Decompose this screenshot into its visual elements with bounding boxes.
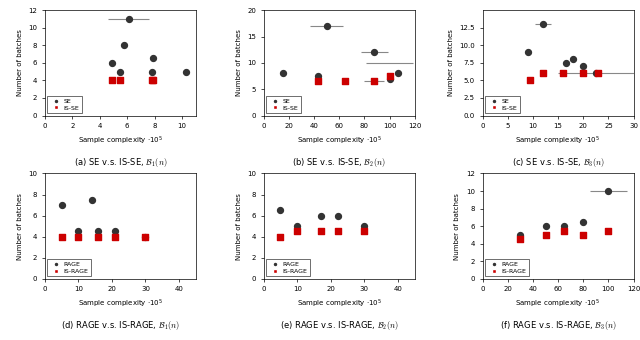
Point [578, 219, 588, 224]
Point [540, 232, 550, 238]
Legend: RAGE, IS-RAGE: RAGE, IS-RAGE [485, 259, 529, 276]
Point [538, 71, 548, 76]
Point [561, 60, 571, 66]
Point [148, 78, 158, 83]
Y-axis label: Number of batches: Number of batches [448, 30, 454, 96]
Point [73, 234, 83, 239]
Point [147, 78, 157, 83]
Text: (d) RAGE v.s. IS-RAGE, $\mathcal{B}_1(n)$: (d) RAGE v.s. IS-RAGE, $\mathcal{B}_1(n)… [61, 319, 180, 332]
Point [385, 76, 395, 81]
Point [359, 223, 369, 229]
Point [292, 223, 302, 229]
Legend: SE, IS-SE: SE, IS-SE [47, 96, 82, 113]
Point [525, 78, 536, 83]
Point [110, 229, 120, 234]
Point [558, 71, 568, 76]
Point [359, 229, 369, 234]
Point [321, 23, 332, 29]
Point [559, 228, 570, 233]
Point [515, 237, 525, 242]
Point [56, 202, 67, 208]
Point [93, 229, 104, 234]
Point [119, 42, 129, 48]
Point [86, 197, 97, 203]
X-axis label: Sample complexity $\cdot 10^5$: Sample complexity $\cdot 10^5$ [296, 298, 382, 310]
Point [93, 234, 104, 239]
Text: (f) RAGE v.s. IS-RAGE, $\mathcal{B}_3(n)$: (f) RAGE v.s. IS-RAGE, $\mathcal{B}_3(n)… [500, 319, 616, 332]
Point [148, 56, 158, 61]
Point [540, 223, 550, 229]
Point [124, 16, 134, 22]
X-axis label: Sample complexity $\cdot 10^5$: Sample complexity $\cdot 10^5$ [515, 298, 601, 310]
Point [110, 234, 120, 239]
Point [140, 234, 150, 239]
Point [316, 229, 326, 234]
Point [278, 71, 288, 76]
Point [578, 232, 588, 238]
Point [332, 229, 342, 234]
Text: (a) SE v.s. IS-SE, $\mathcal{B}_1(n)$: (a) SE v.s. IS-SE, $\mathcal{B}_1(n)$ [74, 156, 167, 169]
Point [591, 71, 601, 76]
Legend: SE, IS-SE: SE, IS-SE [266, 96, 301, 113]
Point [140, 234, 150, 239]
Point [313, 79, 323, 84]
Point [115, 69, 125, 74]
Point [73, 229, 83, 234]
Text: (c) SE v.s. IS-SE, $\mathcal{B}_3(n)$: (c) SE v.s. IS-SE, $\mathcal{B}_3(n)$ [511, 156, 605, 169]
Text: (b) SE v.s. IS-SE, $\mathcal{B}_2(n)$: (b) SE v.s. IS-SE, $\mathcal{B}_2(n)$ [292, 156, 386, 169]
X-axis label: Sample complexity $\cdot 10^5$: Sample complexity $\cdot 10^5$ [515, 135, 601, 147]
X-axis label: Sample complexity $\cdot 10^5$: Sample complexity $\cdot 10^5$ [77, 298, 163, 310]
Point [107, 60, 117, 66]
Point [56, 234, 67, 239]
Point [593, 71, 604, 76]
Point [316, 213, 326, 218]
Point [369, 79, 380, 84]
Point [523, 50, 533, 55]
Point [515, 232, 525, 238]
Point [275, 208, 285, 213]
Point [578, 64, 588, 69]
Point [147, 69, 157, 74]
Point [107, 78, 117, 83]
Point [340, 79, 351, 84]
Legend: RAGE, IS-RAGE: RAGE, IS-RAGE [266, 259, 310, 276]
X-axis label: Sample complexity $\cdot 10^5$: Sample complexity $\cdot 10^5$ [296, 135, 382, 147]
Y-axis label: Number of batches: Number of batches [454, 193, 460, 259]
Point [604, 228, 614, 233]
X-axis label: Sample complexity $\cdot 10^5$: Sample complexity $\cdot 10^5$ [77, 135, 163, 147]
Point [538, 21, 548, 27]
Point [332, 213, 342, 218]
Point [578, 71, 588, 76]
Y-axis label: Number of batches: Number of batches [236, 30, 241, 96]
Point [181, 69, 191, 74]
Point [393, 71, 403, 76]
Point [115, 78, 125, 83]
Point [313, 73, 323, 79]
Point [275, 234, 285, 239]
Point [385, 73, 395, 79]
Y-axis label: Number of batches: Number of batches [17, 193, 22, 259]
Point [292, 229, 302, 234]
Text: (e) RAGE v.s. IS-RAGE, $\mathcal{B}_2(n)$: (e) RAGE v.s. IS-RAGE, $\mathcal{B}_2(n)… [280, 319, 399, 332]
Point [604, 188, 614, 194]
Point [559, 223, 570, 229]
Point [568, 57, 579, 62]
Y-axis label: Number of batches: Number of batches [17, 30, 22, 96]
Legend: RAGE, IS-RAGE: RAGE, IS-RAGE [47, 259, 91, 276]
Point [369, 50, 380, 55]
Y-axis label: Number of batches: Number of batches [236, 193, 241, 259]
Legend: SE, IS-SE: SE, IS-SE [485, 96, 520, 113]
